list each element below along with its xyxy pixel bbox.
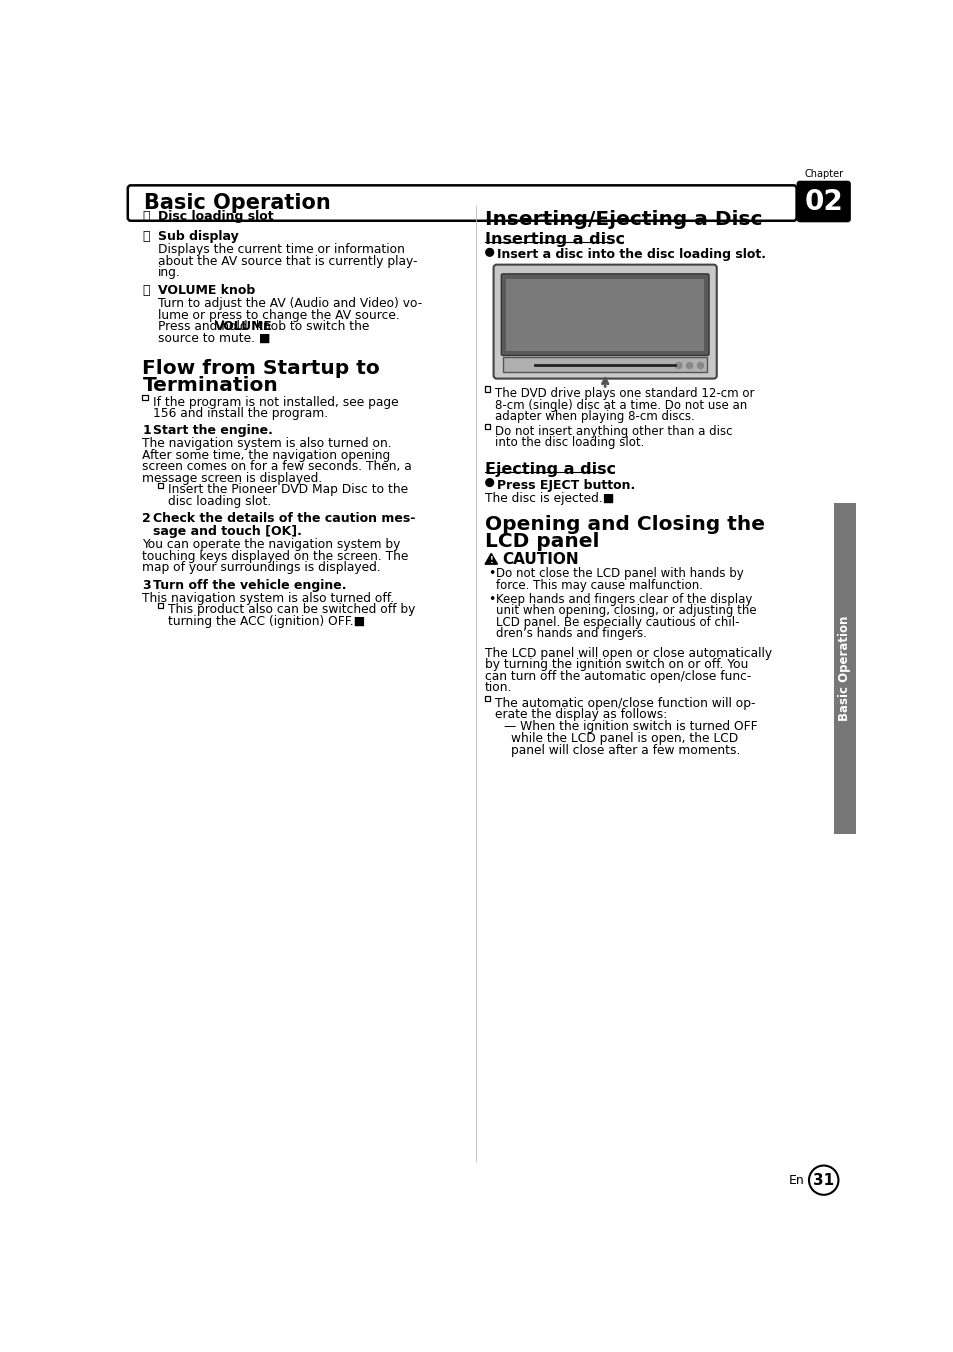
Bar (158, 483, 163, 488)
Text: CAUTION: CAUTION (501, 552, 578, 566)
Text: Ejecting a disc: Ejecting a disc (484, 462, 616, 477)
Text: !: ! (489, 556, 493, 565)
Text: disc loading slot.: disc loading slot. (168, 495, 271, 508)
Text: Start the engine.: Start the engine. (153, 425, 273, 437)
Text: by turning the ignition switch on or off. You: by turning the ignition switch on or off… (484, 658, 748, 671)
Text: This product also can be switched off by: This product also can be switched off by (168, 603, 415, 617)
Bar (158, 603, 163, 608)
Text: Check the details of the caution mes-: Check the details of the caution mes- (153, 512, 416, 525)
Polygon shape (484, 553, 497, 564)
Text: Basic Operation: Basic Operation (838, 615, 850, 721)
Text: Do not insert anything other than a disc: Do not insert anything other than a disc (495, 425, 732, 438)
Bar (484, 696, 490, 702)
Text: Basic Operation: Basic Operation (144, 193, 331, 214)
Text: 1: 1 (142, 425, 152, 437)
Text: turning the ACC (ignition) OFF.■: turning the ACC (ignition) OFF.■ (168, 615, 365, 627)
Bar (505, 279, 703, 352)
Text: sage and touch [OK].: sage and touch [OK]. (153, 525, 302, 538)
Text: The automatic open/close function will op-: The automatic open/close function will o… (495, 696, 755, 710)
Text: VOLUME: VOLUME (215, 320, 273, 333)
Text: Chapter: Chapter (803, 169, 842, 180)
Text: Press EJECT button.: Press EJECT button. (497, 479, 635, 492)
Text: The LCD panel will open or close automatically: The LCD panel will open or close automat… (484, 646, 771, 660)
Text: while the LCD panel is open, the LCD: while the LCD panel is open, the LCD (511, 731, 738, 745)
Text: adapter when playing 8-cm discs.: adapter when playing 8-cm discs. (495, 410, 694, 423)
Circle shape (697, 362, 703, 369)
Text: Inserting/Ejecting a Disc: Inserting/Ejecting a Disc (484, 210, 761, 228)
Text: erate the display as follows:: erate the display as follows: (495, 708, 667, 721)
Circle shape (675, 362, 681, 369)
Text: The disc is ejected.■: The disc is ejected.■ (484, 492, 614, 504)
Text: — When the ignition switch is turned OFF: — When the ignition switch is turned OFF (503, 721, 757, 734)
Text: LCD panel. Be especially cautious of chil-: LCD panel. Be especially cautious of chi… (496, 615, 739, 629)
Text: touching keys displayed on the screen. The: touching keys displayed on the screen. T… (142, 549, 409, 562)
Circle shape (485, 479, 493, 487)
Text: Press and hold: Press and hold (158, 320, 252, 333)
Text: unit when opening, closing, or adjusting the: unit when opening, closing, or adjusting… (496, 604, 756, 618)
Text: Do not close the LCD panel with hands by: Do not close the LCD panel with hands by (496, 568, 743, 580)
Circle shape (686, 362, 692, 369)
Text: 31: 31 (812, 1172, 834, 1187)
Text: Displays the current time or information: Displays the current time or information (158, 243, 404, 256)
Text: ⑯: ⑯ (142, 284, 150, 297)
Text: 3: 3 (142, 579, 151, 592)
Text: 156 and install the program.: 156 and install the program. (152, 407, 328, 420)
Text: Turn off the vehicle engine.: Turn off the vehicle engine. (153, 579, 347, 592)
Text: Insert the Pioneer DVD Map Disc to the: Insert the Pioneer DVD Map Disc to the (168, 483, 408, 496)
Bar (142, 395, 148, 400)
Text: Sub display: Sub display (158, 230, 238, 243)
Text: ⑭: ⑭ (142, 210, 150, 223)
Text: 8-cm (single) disc at a time. Do not use an: 8-cm (single) disc at a time. Do not use… (495, 399, 746, 411)
Text: LCD panel: LCD panel (484, 531, 598, 550)
Text: tion.: tion. (484, 681, 512, 694)
Bar (502, 357, 707, 372)
Text: map of your surroundings is displayed.: map of your surroundings is displayed. (142, 561, 381, 575)
Text: ⑮: ⑮ (142, 230, 150, 243)
Text: Inserting a disc: Inserting a disc (484, 231, 624, 246)
Text: lume or press to change the AV source.: lume or press to change the AV source. (158, 308, 399, 322)
Text: message screen is displayed.: message screen is displayed. (142, 472, 322, 485)
Text: can turn off the automatic open/close func-: can turn off the automatic open/close fu… (484, 669, 751, 683)
Text: about the AV source that is currently play-: about the AV source that is currently pl… (158, 254, 417, 268)
Text: source to mute. ■: source to mute. ■ (158, 331, 271, 345)
Text: You can operate the navigation system by: You can operate the navigation system by (142, 538, 400, 552)
Bar (484, 387, 490, 392)
Text: Flow from Startup to: Flow from Startup to (142, 358, 380, 377)
Text: force. This may cause malfunction.: force. This may cause malfunction. (496, 579, 702, 592)
Text: dren’s hands and fingers.: dren’s hands and fingers. (496, 627, 646, 641)
Text: This navigation system is also turned off.: This navigation system is also turned of… (142, 592, 395, 604)
Text: VOLUME knob: VOLUME knob (158, 284, 255, 297)
Circle shape (808, 1165, 838, 1195)
Text: Opening and Closing the: Opening and Closing the (484, 515, 764, 534)
Text: If the program is not installed, see page: If the program is not installed, see pag… (152, 396, 397, 408)
FancyBboxPatch shape (796, 181, 850, 222)
Text: After some time, the navigation opening: After some time, the navigation opening (142, 449, 391, 461)
Text: panel will close after a few moments.: panel will close after a few moments. (511, 744, 740, 757)
FancyBboxPatch shape (500, 274, 708, 356)
FancyBboxPatch shape (493, 265, 716, 379)
Text: En: En (788, 1174, 803, 1187)
Text: 02: 02 (803, 188, 842, 215)
Text: The navigation system is also turned on.: The navigation system is also turned on. (142, 437, 392, 450)
Text: 2: 2 (142, 512, 152, 525)
Text: ing.: ing. (158, 266, 180, 280)
Text: •: • (488, 568, 495, 580)
Text: Termination: Termination (142, 376, 278, 395)
Text: Turn to adjust the AV (Audio and Video) vo-: Turn to adjust the AV (Audio and Video) … (158, 297, 422, 310)
Bar (484, 425, 490, 430)
Circle shape (485, 249, 493, 256)
Text: screen comes on for a few seconds. Then, a: screen comes on for a few seconds. Then,… (142, 460, 412, 473)
Bar (833, 503, 855, 834)
Text: •: • (488, 592, 495, 606)
FancyBboxPatch shape (128, 185, 796, 220)
Text: into the disc loading slot.: into the disc loading slot. (495, 437, 644, 449)
Text: Insert a disc into the disc loading slot.: Insert a disc into the disc loading slot… (497, 249, 765, 261)
Text: knob to switch the: knob to switch the (252, 320, 369, 333)
Text: Keep hands and fingers clear of the display: Keep hands and fingers clear of the disp… (496, 592, 752, 606)
Text: Disc loading slot: Disc loading slot (158, 210, 274, 223)
Text: The DVD drive plays one standard 12-cm or: The DVD drive plays one standard 12-cm o… (495, 387, 754, 400)
